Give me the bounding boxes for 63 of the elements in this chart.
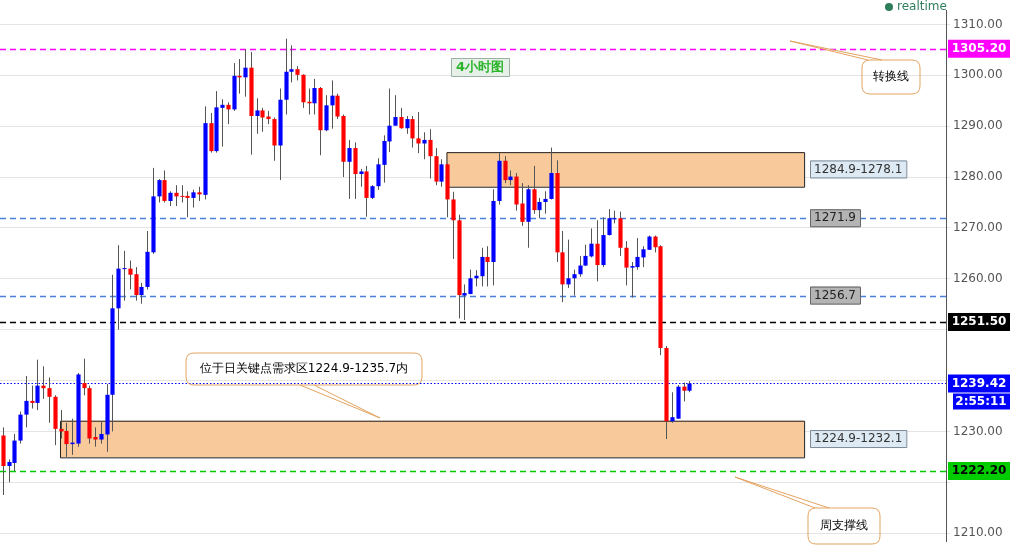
y-tick-label: 1210.00 — [953, 525, 1003, 540]
candlestick — [226, 101, 231, 125]
candlestick — [41, 365, 46, 400]
candlestick — [428, 128, 433, 180]
candlestick — [64, 422, 69, 458]
candlestick — [416, 111, 421, 154]
candlestick — [393, 94, 398, 127]
candlestick — [243, 48, 248, 98]
candlestick — [480, 247, 485, 287]
candlestick — [503, 155, 508, 184]
annotation: 周支撑线 — [820, 518, 868, 533]
candlestick — [139, 282, 144, 305]
candlestick — [347, 139, 352, 200]
y-tick-label: 1270.00 — [953, 220, 1003, 235]
candlestick — [624, 240, 629, 286]
ref-line-label: 1271.9 — [814, 210, 856, 225]
y-tick-label: 1230.00 — [953, 423, 1003, 438]
y-tick-label: 1290.00 — [953, 118, 1003, 133]
candlestick — [99, 420, 104, 445]
candlestick — [578, 255, 583, 278]
annotation: realtime — [897, 0, 947, 14]
band-label: 1284.9-1278.1 — [814, 161, 903, 176]
candlestick — [422, 131, 427, 160]
text: 4小时图 — [455, 59, 505, 75]
candlestick — [30, 385, 35, 410]
ref-line-label: 1239.42 — [951, 375, 1007, 390]
annotation: 位于日关键点需求区1224.9-1235.7内 — [199, 361, 409, 376]
candlestick — [566, 239, 571, 289]
y-tick-label: 1310.00 — [953, 16, 1003, 31]
candlestick — [47, 376, 52, 424]
candlestick — [289, 44, 294, 83]
candlestick — [387, 88, 392, 153]
candlestick — [162, 169, 167, 203]
candlestick — [451, 191, 456, 260]
y-tick-label: 1280.00 — [953, 169, 1003, 184]
candlestick — [682, 382, 687, 402]
candlestick — [174, 184, 179, 207]
candlestick — [330, 79, 335, 130]
candlestick — [485, 245, 490, 287]
candlestick — [399, 107, 404, 130]
candlestick — [439, 158, 444, 188]
ref-line-label: 1305.20 — [951, 40, 1007, 55]
annotation: 转换线 — [873, 69, 909, 84]
candlestick — [589, 227, 594, 258]
candlestick — [532, 165, 537, 215]
candlestick — [82, 358, 87, 396]
candlestick — [157, 178, 162, 203]
y-tick-label: 1300.00 — [953, 67, 1003, 82]
y-tick-label: 1260.00 — [953, 270, 1003, 285]
candlestick — [122, 250, 127, 302]
candlestick — [410, 115, 415, 149]
ref-line-label: 1251.50 — [951, 314, 1007, 329]
band-label: 1224.9-1232.1 — [814, 431, 903, 446]
candlestick — [537, 197, 542, 219]
candlestick — [312, 78, 317, 115]
ref-line-label: 1222.20 — [951, 463, 1007, 478]
candlestick — [255, 97, 260, 135]
candlestick — [572, 269, 577, 297]
text: 2:55:11 — [955, 393, 1007, 408]
candlestick — [59, 409, 64, 440]
ref-line-label: 1256.7 — [814, 287, 856, 302]
candlestick — [543, 190, 548, 215]
candlestick — [595, 219, 600, 282]
